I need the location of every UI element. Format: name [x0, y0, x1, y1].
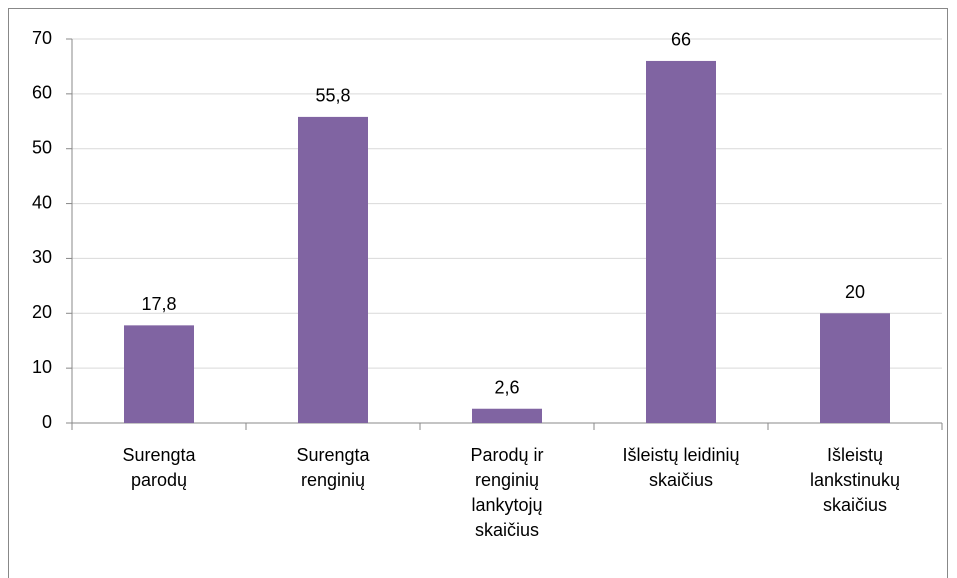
chart-border — [8, 8, 948, 578]
data-label: 17,8 — [141, 294, 176, 314]
x-tick-label: Išleistų lankstinukų skaičius — [809, 445, 901, 515]
data-label: 55,8 — [315, 86, 350, 106]
y-tick-label: 40 — [32, 192, 52, 212]
x-tick-label: Surengta renginių — [296, 445, 370, 490]
y-tick-label: 0 — [42, 412, 52, 432]
y-tick-label: 20 — [32, 302, 52, 322]
bar — [646, 60, 716, 423]
bar — [298, 116, 368, 423]
y-tick-label: 10 — [32, 357, 52, 377]
x-tick-label: Surengta parodų — [122, 445, 196, 490]
y-tick-label: 60 — [32, 83, 52, 103]
x-tick-label: Parodų ir renginių lankytojų skaičius — [470, 445, 544, 540]
bar — [472, 408, 542, 423]
data-label: 20 — [845, 282, 865, 302]
bar — [124, 325, 194, 423]
data-label: 66 — [671, 30, 691, 50]
y-tick-label: 50 — [32, 137, 52, 157]
y-tick-label: 30 — [32, 247, 52, 267]
data-label: 2,6 — [494, 377, 519, 397]
x-tick-label: Išleistų leidinių skaičius — [622, 445, 740, 490]
y-tick-label: 70 — [32, 28, 52, 48]
bar — [820, 313, 890, 423]
